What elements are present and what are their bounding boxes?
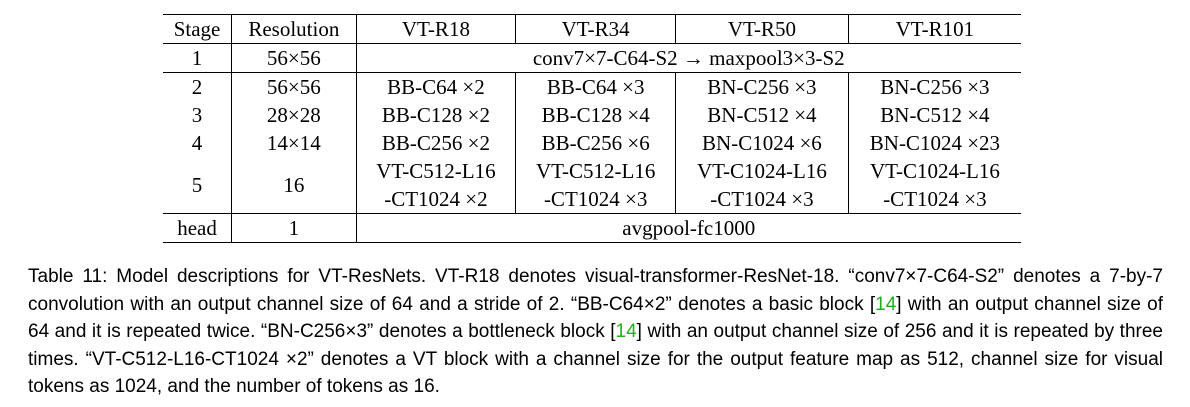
resolution-cell: 28×28: [231, 101, 357, 129]
vt-r101-cell: BN-C1024 ×23: [847, 129, 1021, 157]
vt-r34-cell: VT-C512-L16 -CT1024 ×3: [515, 157, 676, 214]
table-row-stage-5: 5 16 VT-C512-L16 -CT1024 ×2 VT-C512-L16 -C…: [163, 157, 1021, 214]
caption-text: ] with an output channel size of 256 and…: [28, 321, 1163, 397]
stage-cell: 3: [191, 103, 203, 127]
cell-line: -CT1024 ×3: [543, 187, 648, 211]
table-header-row: Stage Resolution VT-R18 VT-R34 VT-R50 VT…: [163, 14, 1021, 44]
header-vt-r101: VT-R101: [847, 14, 1021, 44]
cell-line: -CT1024 ×2: [384, 187, 488, 211]
cell-line: VT-C1024-L16: [696, 159, 827, 183]
stage-cell: 4: [191, 131, 203, 155]
vt-r101-cell: BN-C256 ×3: [847, 72, 1021, 101]
header-vt-r50: VT-R50: [675, 14, 849, 44]
header-vt-r34: VT-R34: [515, 14, 676, 44]
vt-r34-cell: BB-C128 ×4: [515, 101, 676, 129]
vt-r18-cell: BB-C128 ×2: [355, 101, 516, 129]
vt-r18-cell: BB-C256 ×2: [355, 129, 516, 157]
table-container: Stage Resolution VT-R18 VT-R34 VT-R50 VT…: [163, 14, 1021, 243]
caption-text: Table 11: Model descriptions for VT-ResN…: [28, 266, 1163, 315]
stage-cell: 2: [191, 75, 203, 99]
table-caption: Table 11: Model descriptions for VT-ResN…: [28, 263, 1163, 401]
resolution-cell: 16: [231, 157, 357, 214]
table-row-stage-1: 1 56×56 conv7×7-C64-S2 → maxpool3×3-S2: [163, 43, 1021, 73]
resolution-cell: 56×56: [231, 43, 357, 73]
vt-r34-cell: BB-C64 ×3: [515, 72, 676, 101]
citation-link[interactable]: 14: [615, 321, 637, 342]
vt-r18-cell: VT-C512-L16 -CT1024 ×2: [355, 157, 516, 214]
stage-cell: 5: [163, 157, 232, 214]
vt-r50-cell: VT-C1024-L16 -CT1024 ×3: [675, 157, 849, 214]
vt-r34-cell: BB-C256 ×6: [515, 129, 676, 157]
stage-cell: head: [177, 216, 217, 240]
vt-r101-cell: BN-C512 ×4: [847, 101, 1021, 129]
table-row-stage-2: 2 56×56 BB-C64 ×2 BB-C64 ×3 BN-C256 ×3 B…: [163, 72, 1021, 101]
vt-r18-cell: BB-C64 ×2: [355, 72, 516, 101]
citation-link[interactable]: 14: [875, 293, 897, 315]
spanning-cell: avgpool-fc1000: [355, 213, 1021, 243]
vt-r101-cell: VT-C1024-L16 -CT1024 ×3: [847, 157, 1021, 214]
cell-line: -CT1024 ×3: [710, 187, 814, 211]
header-stage: Stage: [163, 14, 232, 44]
header-vt-r18: VT-R18: [355, 14, 516, 44]
header-resolution: Resolution: [231, 14, 357, 44]
stage-cell: 1: [163, 43, 232, 73]
spanning-cell: conv7×7-C64-S2 → maxpool3×3-S2: [355, 43, 1021, 73]
vt-r50-cell: BN-C256 ×3: [675, 72, 849, 101]
cell-line: VT-C512-L16: [535, 159, 656, 183]
vt-r50-cell: BN-C1024 ×6: [675, 129, 849, 157]
caption-text: ] with an output channel size of 64 and …: [28, 293, 1163, 343]
resolution-cell: 1: [231, 213, 357, 243]
cell-line: VT-C1024-L16: [869, 159, 1000, 183]
cell-line: -CT1024 ×3: [883, 187, 987, 211]
vt-r50-cell: BN-C512 ×4: [675, 101, 849, 129]
resolution-cell: 14×14: [231, 129, 357, 157]
resolution-cell: 56×56: [231, 72, 357, 101]
cell-line: VT-C512-L16: [376, 159, 496, 183]
table-row-head: head 1 avgpool-fc1000: [163, 213, 1021, 243]
table-row-stage-3: 3 28×28 BB-C128 ×2 BB-C128 ×4 BN-C512 ×4…: [163, 101, 1021, 129]
model-description-table: Stage Resolution VT-R18 VT-R34 VT-R50 VT…: [163, 14, 1021, 243]
table-row-stage-4: 4 14×14 BB-C256 ×2 BB-C256 ×6 BN-C1024 ×…: [163, 129, 1021, 157]
